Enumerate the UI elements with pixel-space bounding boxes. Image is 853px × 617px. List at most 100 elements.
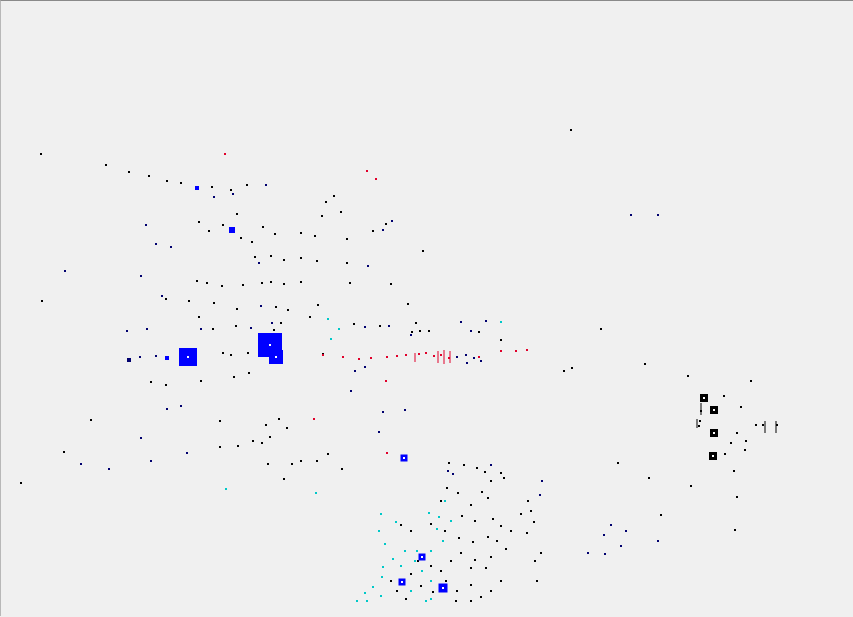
data-point-s0-110 [733,470,735,472]
data-point-s0-36 [221,285,223,287]
data-point-s0-66 [478,331,480,333]
data-point-s0-109 [724,453,726,455]
data-point-s0-4 [148,175,150,177]
data-point-s0-145 [410,530,412,532]
data-point-s3-18 [526,349,528,351]
data-point-s0-148 [458,537,460,539]
data-point-s0-84 [269,436,271,438]
square-marker-9 [165,356,169,360]
square-marker-center-0 [703,397,705,399]
data-point-s3-7 [386,356,388,358]
data-point-s0-164 [456,590,458,592]
data-point-s1-17 [382,229,384,231]
data-point-s0-88 [265,424,267,426]
data-point-s0-104 [699,420,701,422]
data-point-s1-1 [232,193,234,195]
data-point-s0-157 [440,570,442,572]
data-point-s1-3 [145,224,147,226]
data-point-s0-170 [485,567,487,569]
data-point-s3-8 [396,355,398,357]
data-point-s1-16 [391,220,393,222]
data-point-s2-22 [436,528,438,530]
data-point-s1-36 [140,437,142,439]
data-point-s3-14 [448,357,450,359]
data-point-s3-2 [375,178,377,180]
data-point-s0-140 [527,500,529,502]
data-point-s0-53 [41,300,43,302]
data-point-s2-30 [416,550,418,552]
data-point-s0-56 [235,325,237,327]
data-point-s0-171 [534,560,536,562]
data-point-s0-41 [300,281,302,283]
data-point-s2-32 [444,500,446,502]
data-point-s1-12 [271,322,273,324]
data-point-s2-5 [225,488,227,490]
data-point-s0-11 [325,201,327,203]
data-point-s1-45 [490,464,492,466]
data-point-s0-76 [150,381,152,383]
data-point-s1-38 [150,460,152,462]
data-point-s1-53 [587,552,589,554]
data-point-s0-21 [251,241,253,243]
data-point-s0-162 [432,591,434,593]
data-point-s2-26 [366,600,368,602]
data-point-s1-40 [80,463,82,465]
data-point-s0-111 [736,496,738,498]
data-point-s0-74 [233,376,235,378]
data-point-s1-8 [140,275,142,277]
data-point-s0-28 [254,256,256,258]
data-point-s0-31 [300,257,302,259]
data-point-s0-130 [470,504,472,506]
data-point-s1-29 [466,362,468,364]
data-point-s0-83 [261,442,263,444]
data-point-s1-14 [146,328,148,330]
data-point-s0-160 [410,573,412,575]
data-point-s0-3 [128,171,130,173]
data-point-s0-60 [419,330,421,332]
data-point-s2-11 [381,576,383,578]
data-point-s2-19 [410,590,412,592]
data-point-s0-18 [262,226,264,228]
data-point-s3-4 [342,356,344,358]
data-point-s0-25 [372,230,374,232]
data-point-s0-78 [200,380,202,382]
data-point-s0-113 [617,462,619,464]
data-point-s2-15 [404,550,406,552]
data-point-s0-39 [270,281,272,283]
data-point-s0-149 [472,541,474,543]
data-point-s0-61 [428,330,430,332]
data-point-s0-168 [500,580,502,582]
data-point-s1-28 [364,366,366,368]
data-point-s0-126 [500,472,502,474]
data-point-s0-67 [500,339,502,341]
data-point-s0-115 [660,514,662,516]
data-point-s0-22 [300,232,302,234]
data-point-s0-124 [484,471,486,473]
data-point-s3-16 [500,350,502,352]
data-point-s1-13 [126,330,128,332]
data-point-s0-134 [461,515,463,517]
data-point-s1-43 [447,470,449,472]
data-point-s1-15 [200,328,202,330]
data-point-s2-0 [327,318,329,320]
data-point-s0-99 [687,375,689,377]
data-point-s0-100 [750,380,752,382]
square-marker-center-12 [421,556,423,558]
data-point-s0-68 [563,370,565,372]
data-point-s1-23 [485,320,487,322]
data-point-s3-3 [322,354,324,356]
data-point-s1-2 [265,184,267,186]
data-point-s3-11 [425,352,427,354]
data-point-s1-19 [410,334,412,336]
data-point-s1-58 [473,357,475,359]
data-point-s0-24 [346,238,348,240]
data-point-s0-40 [283,283,285,285]
data-point-s1-42 [456,356,458,358]
data-point-s1-56 [657,214,659,216]
data-point-s0-173 [536,580,538,582]
data-point-s0-64 [379,325,381,327]
data-point-s0-16 [198,221,200,223]
data-point-s2-33 [450,520,452,522]
data-point-s0-137 [500,525,502,527]
